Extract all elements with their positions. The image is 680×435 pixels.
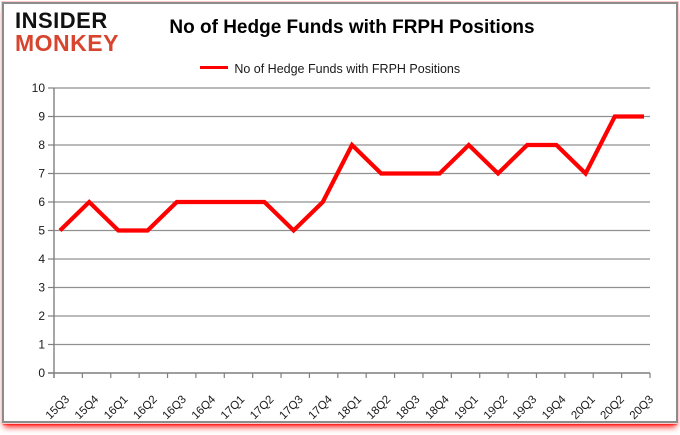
x-tick-label: 17Q4: [307, 393, 336, 422]
x-tick-label: 19Q4: [540, 393, 569, 422]
axes: [48, 88, 650, 378]
y-tick-label: 0: [38, 366, 45, 380]
legend: No of Hedge Funds with FRPH Positions: [4, 60, 676, 78]
x-tick-label: 16Q1: [102, 394, 130, 422]
chart-title: No of Hedge Funds with FRPH Positions: [169, 17, 535, 38]
x-tick-label: 18Q2: [365, 394, 393, 422]
x-tick-label: 17Q2: [248, 394, 276, 422]
y-tick-label: 4: [38, 252, 45, 266]
logo-text-monkey: MONKEY: [15, 29, 119, 56]
x-tick-label: 15Q4: [73, 393, 102, 422]
x-tick-label: 19Q3: [511, 394, 539, 422]
y-tick-label: 5: [38, 224, 45, 238]
x-tick-label: 19Q2: [482, 394, 510, 422]
legend-line-swatch-icon: [199, 66, 228, 70]
y-tick-label: 1: [38, 338, 45, 352]
x-tick-label: 18Q3: [394, 394, 422, 422]
x-tick-label: 16Q2: [131, 394, 159, 422]
y-tick-label: 8: [38, 138, 45, 152]
x-tick-label: 18Q4: [423, 393, 452, 422]
x-tick-label: 18Q1: [336, 394, 364, 422]
x-tick-label: 17Q1: [219, 394, 247, 422]
x-axis-labels: 15Q3 15Q4 16Q1 16Q2 16Q3 16Q4 17Q1 17Q2 17Q3 17Q4…: [44, 393, 656, 422]
logo-text-insider: INSIDER: [15, 8, 108, 33]
y-tick-label: 6: [38, 195, 45, 209]
x-tick-label: 19Q1: [453, 394, 481, 422]
data-line-series: [58, 114, 644, 234]
insider-monkey-logo: INSIDER MONKEY: [15, 10, 119, 54]
line-chart: 0 1 2 3 4 5 6 7 8 9 10 15Q3 15Q4 16Q1 16Q2 16Q3 16Q4 17Q1…: [32, 81, 656, 422]
gridlines: [54, 87, 650, 346]
x-ticks: [53, 373, 651, 378]
y-axis: 0 1 2 3 4 5 6 7 8 9 10: [32, 81, 54, 380]
x-tick-label: 20Q2: [599, 394, 627, 422]
y-tick-label: 10: [32, 81, 46, 95]
y-tick-label: 9: [38, 110, 45, 124]
y-tick-label: 2: [38, 309, 45, 323]
x-tick-label: 20Q1: [569, 394, 597, 422]
x-tick-label: 20Q3: [628, 394, 656, 422]
x-tick-label: 16Q3: [161, 394, 189, 422]
chart-card: INSIDER MONKEY No of Hedge Funds with FR…: [1, 1, 679, 424]
y-tick-label: 3: [38, 281, 45, 295]
x-tick-label: 16Q4: [190, 393, 219, 422]
legend-label: No of Hedge Funds with FRPH Positions: [234, 61, 461, 76]
x-tick-label: 17Q3: [277, 394, 305, 422]
legend-entry: No of Hedge Funds with FRPH Positions: [199, 60, 461, 78]
y-tick-label: 7: [38, 167, 45, 181]
x-tick-label: 15Q3: [44, 394, 72, 422]
